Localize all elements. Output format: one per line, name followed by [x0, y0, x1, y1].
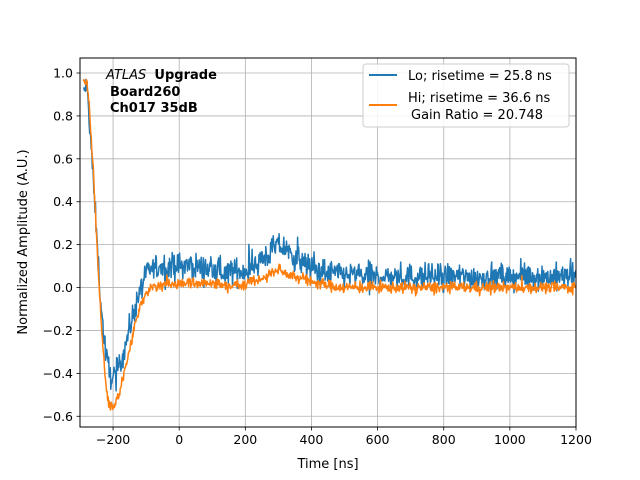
legend-label-hi: Hi; risetime = 36.6 ns — [408, 91, 550, 106]
axes-frame — [79, 57, 577, 428]
x-tick-label: −200 — [96, 432, 130, 447]
x-tick-label: 600 — [366, 432, 390, 447]
annotation: ATLAS Upgrade Board260 Ch017 35dB — [105, 68, 217, 116]
y-axis-label: Normalized Amplitude (A.U.) — [16, 149, 31, 334]
x-tick-label: 0 — [175, 432, 183, 447]
legend-box — [362, 63, 570, 128]
series-group — [82, 78, 576, 411]
x-tick-label: 400 — [300, 432, 324, 447]
y-tick-label: −0.6 — [43, 409, 73, 424]
y-tick-label: 0.2 — [53, 237, 73, 252]
annotation-line-1: ATLAS Upgrade — [105, 68, 217, 83]
y-tick-label: 1.0 — [53, 66, 73, 81]
x-tick-label: 200 — [233, 432, 257, 447]
y-tick-label: −0.2 — [43, 323, 73, 338]
legend-label-gain-ratio: Gain Ratio = 20.748 — [411, 108, 543, 123]
annotation-upgrade: Upgrade — [154, 68, 217, 83]
annotation-line-3: Ch017 35dB — [110, 101, 198, 116]
ticks: −200 0 200 400 600 800 1000 1200 −0.6 −0.4 −0.2 0.0… — [43, 66, 592, 447]
legend-label-lo: Lo; risetime = 25.8 ns — [408, 69, 552, 84]
y-tick-label: 0.4 — [53, 194, 73, 209]
y-tick-label: 0.6 — [53, 151, 73, 166]
x-tick-label: 1200 — [560, 432, 592, 447]
y-tick-label: 0.0 — [53, 280, 73, 295]
y-tick-label: −0.4 — [43, 366, 73, 381]
y-tick-label: 0.8 — [53, 108, 73, 123]
annotation-atlas: ATLAS — [105, 68, 146, 83]
x-tick-label: 800 — [432, 432, 456, 447]
x-axis-label: Time [ns] — [296, 457, 358, 472]
series-line-hi — [82, 78, 576, 411]
annotation-line-2: Board260 — [110, 85, 180, 100]
legend: Lo; risetime = 25.8 ns Hi; risetime = 36… — [362, 63, 570, 128]
x-tick-label: 1000 — [494, 432, 526, 447]
